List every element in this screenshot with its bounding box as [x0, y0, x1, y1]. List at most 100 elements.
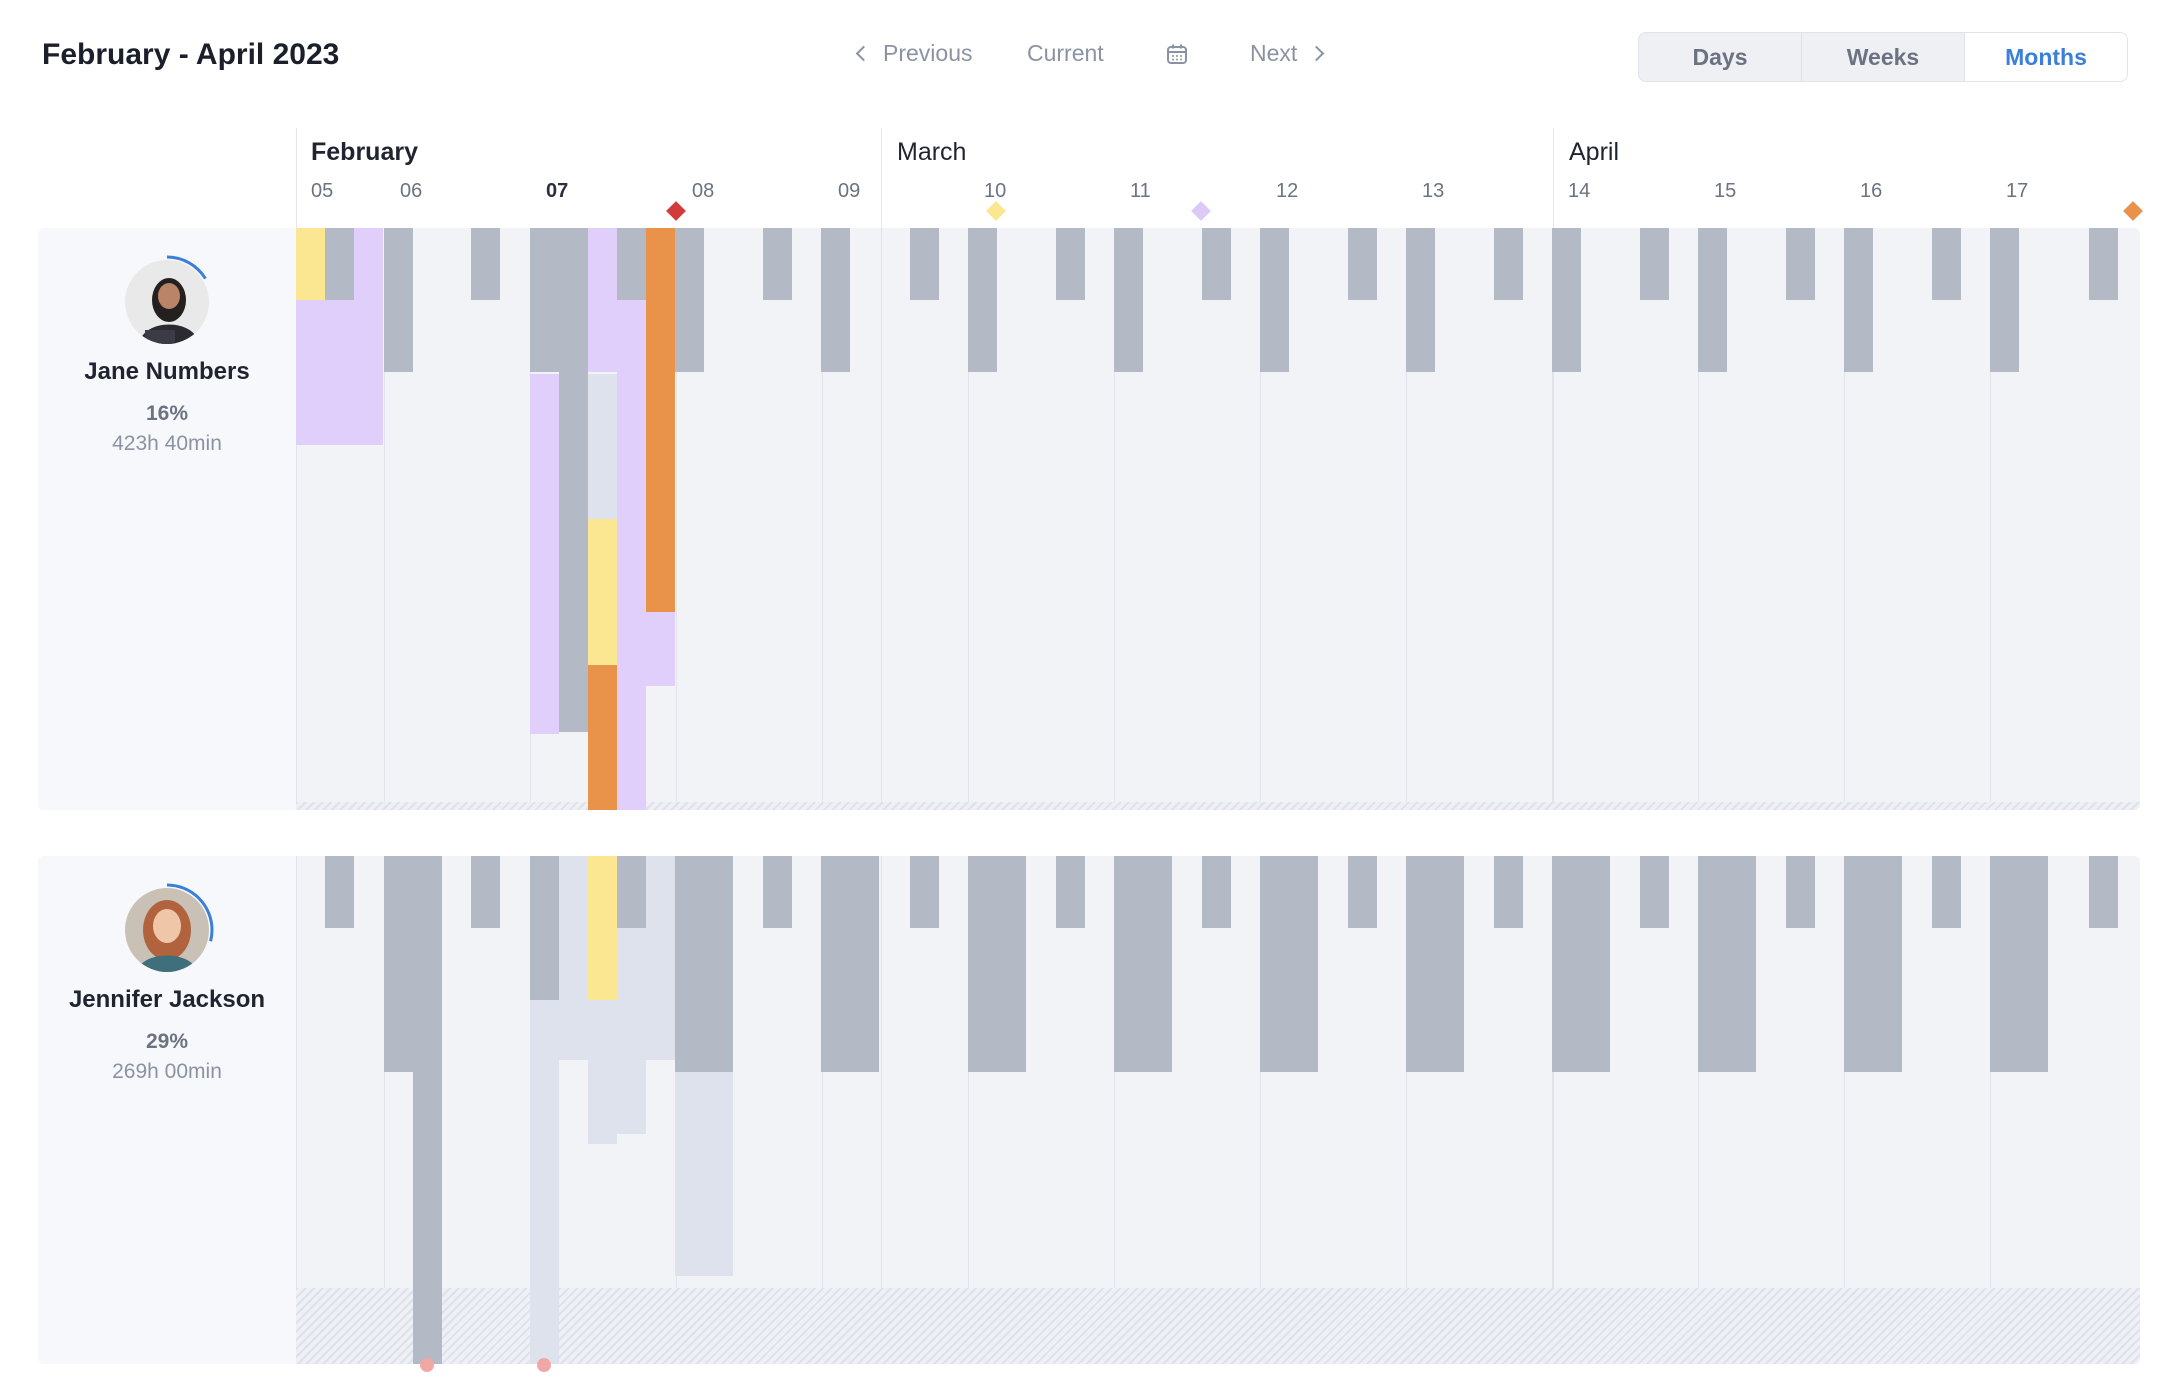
timeline-header: February March April 05 06 07 08 09 10 1…	[296, 128, 2143, 228]
assignment-bar[interactable]	[530, 856, 559, 1000]
assignment-bar[interactable]	[1406, 856, 1464, 1072]
grid-line	[1990, 856, 1991, 1364]
assignment-bar[interactable]	[1844, 228, 1873, 372]
assignment-bar[interactable]	[1114, 856, 1172, 1072]
view-weeks-button[interactable]: Weeks	[1802, 33, 1965, 81]
assignment-bar[interactable]	[1552, 228, 1581, 372]
assignment-bar[interactable]	[1990, 856, 2048, 1072]
week-label: 08	[692, 180, 715, 202]
assignment-bar[interactable]	[588, 228, 617, 372]
calendar-icon	[1167, 44, 1187, 64]
milestone-marker[interactable]	[1191, 201, 1211, 221]
assignment-bar[interactable]	[1202, 228, 1231, 300]
assignment-bar[interactable]	[1786, 856, 1815, 928]
assignment-bar[interactable]	[1786, 228, 1815, 300]
assignment-bar[interactable]	[325, 856, 354, 928]
assignment-bar[interactable]	[675, 1072, 733, 1276]
avatar[interactable]	[120, 883, 214, 977]
assignment-bar[interactable]	[588, 374, 617, 519]
chevron-left-icon	[855, 45, 872, 62]
assignment-bar[interactable]	[646, 856, 675, 1060]
assignment-bar[interactable]	[1990, 228, 2019, 372]
view-months-button[interactable]: Months	[1965, 33, 2127, 81]
assignment-bar[interactable]	[530, 374, 559, 734]
assignment-bar[interactable]	[296, 228, 325, 300]
assignment-bar[interactable]	[471, 856, 500, 928]
assignment-bar[interactable]	[384, 228, 413, 372]
assignment-bar[interactable]	[821, 228, 850, 372]
grid-line	[296, 228, 297, 810]
alert-dot[interactable]	[537, 1358, 551, 1372]
assignment-bar[interactable]	[910, 856, 939, 928]
assignment-bar[interactable]	[821, 856, 879, 1072]
view-days-button[interactable]: Days	[1639, 33, 1802, 81]
assignment-bar[interactable]	[413, 1150, 442, 1364]
assignment-bar[interactable]	[646, 228, 675, 612]
assignment-bar[interactable]	[1348, 856, 1377, 928]
assignment-bar[interactable]	[588, 665, 617, 810]
previous-label: Previous	[883, 40, 973, 66]
assignment-bar[interactable]	[1932, 228, 1961, 300]
grid-line	[384, 856, 385, 1364]
assignment-bar[interactable]	[1260, 228, 1289, 372]
assignment-bar[interactable]	[530, 228, 559, 372]
assignment-bar[interactable]	[559, 856, 588, 1060]
assignment-bar[interactable]	[471, 228, 500, 300]
assignment-bar[interactable]	[530, 1000, 559, 1364]
next-button[interactable]: Next	[1250, 40, 1325, 67]
assignment-bar[interactable]	[1698, 228, 1727, 372]
assignment-bar[interactable]	[763, 228, 792, 300]
assignment-bar[interactable]	[763, 856, 792, 928]
alert-dot[interactable]	[420, 1358, 434, 1372]
assignment-bar[interactable]	[1640, 228, 1669, 300]
assignment-bar[interactable]	[2089, 228, 2118, 300]
week-label-current: 07	[546, 180, 569, 202]
assignment-bar[interactable]	[296, 300, 354, 445]
assignment-bar[interactable]	[325, 228, 354, 300]
assignment-bar[interactable]	[1698, 856, 1756, 1072]
schedule-grid	[296, 228, 2140, 810]
calendar-button[interactable]	[1165, 42, 1189, 66]
assignment-bar[interactable]	[617, 856, 646, 928]
week-label: 09	[838, 180, 861, 202]
assignment-bar[interactable]	[1348, 228, 1377, 300]
assignment-bar[interactable]	[1056, 228, 1085, 300]
assignment-bar[interactable]	[1202, 856, 1231, 928]
assignment-bar[interactable]	[617, 928, 646, 1134]
assignment-bar[interactable]	[588, 1000, 617, 1144]
assignment-bar[interactable]	[1640, 856, 1669, 928]
grid-line	[1406, 856, 1407, 1364]
avatar[interactable]	[120, 255, 214, 349]
milestone-marker[interactable]	[666, 201, 686, 221]
assignment-bar[interactable]	[559, 228, 588, 732]
assignment-bar[interactable]	[1494, 228, 1523, 300]
assignment-bar[interactable]	[675, 228, 704, 372]
assignment-bar[interactable]	[1552, 856, 1610, 1072]
current-button[interactable]: Current	[1027, 40, 1104, 67]
assignment-bar[interactable]	[588, 519, 617, 665]
grid-line	[1260, 228, 1261, 810]
assignment-bar[interactable]	[910, 228, 939, 300]
assignment-bar[interactable]	[968, 228, 997, 372]
grid-line	[881, 856, 882, 1364]
next-label: Next	[1250, 40, 1298, 66]
assignment-bar[interactable]	[1260, 856, 1318, 1072]
previous-button[interactable]: Previous	[855, 40, 973, 67]
assignment-bar[interactable]	[617, 300, 646, 810]
assignment-bar[interactable]	[1114, 228, 1143, 372]
assignment-bar[interactable]	[1494, 856, 1523, 928]
assignment-bar[interactable]	[354, 228, 383, 445]
assignment-bar[interactable]	[1406, 228, 1435, 372]
assignment-bar[interactable]	[588, 856, 617, 1000]
assignment-bar[interactable]	[646, 612, 675, 686]
assignment-bar[interactable]	[675, 856, 733, 1072]
milestone-marker[interactable]	[2123, 201, 2143, 221]
assignment-bar[interactable]	[617, 228, 646, 300]
assignment-bar[interactable]	[968, 856, 1026, 1072]
assignment-bar[interactable]	[384, 856, 442, 1072]
milestone-marker[interactable]	[986, 201, 1006, 221]
assignment-bar[interactable]	[1844, 856, 1902, 1072]
assignment-bar[interactable]	[2089, 856, 2118, 928]
assignment-bar[interactable]	[1056, 856, 1085, 928]
assignment-bar[interactable]	[1932, 856, 1961, 928]
